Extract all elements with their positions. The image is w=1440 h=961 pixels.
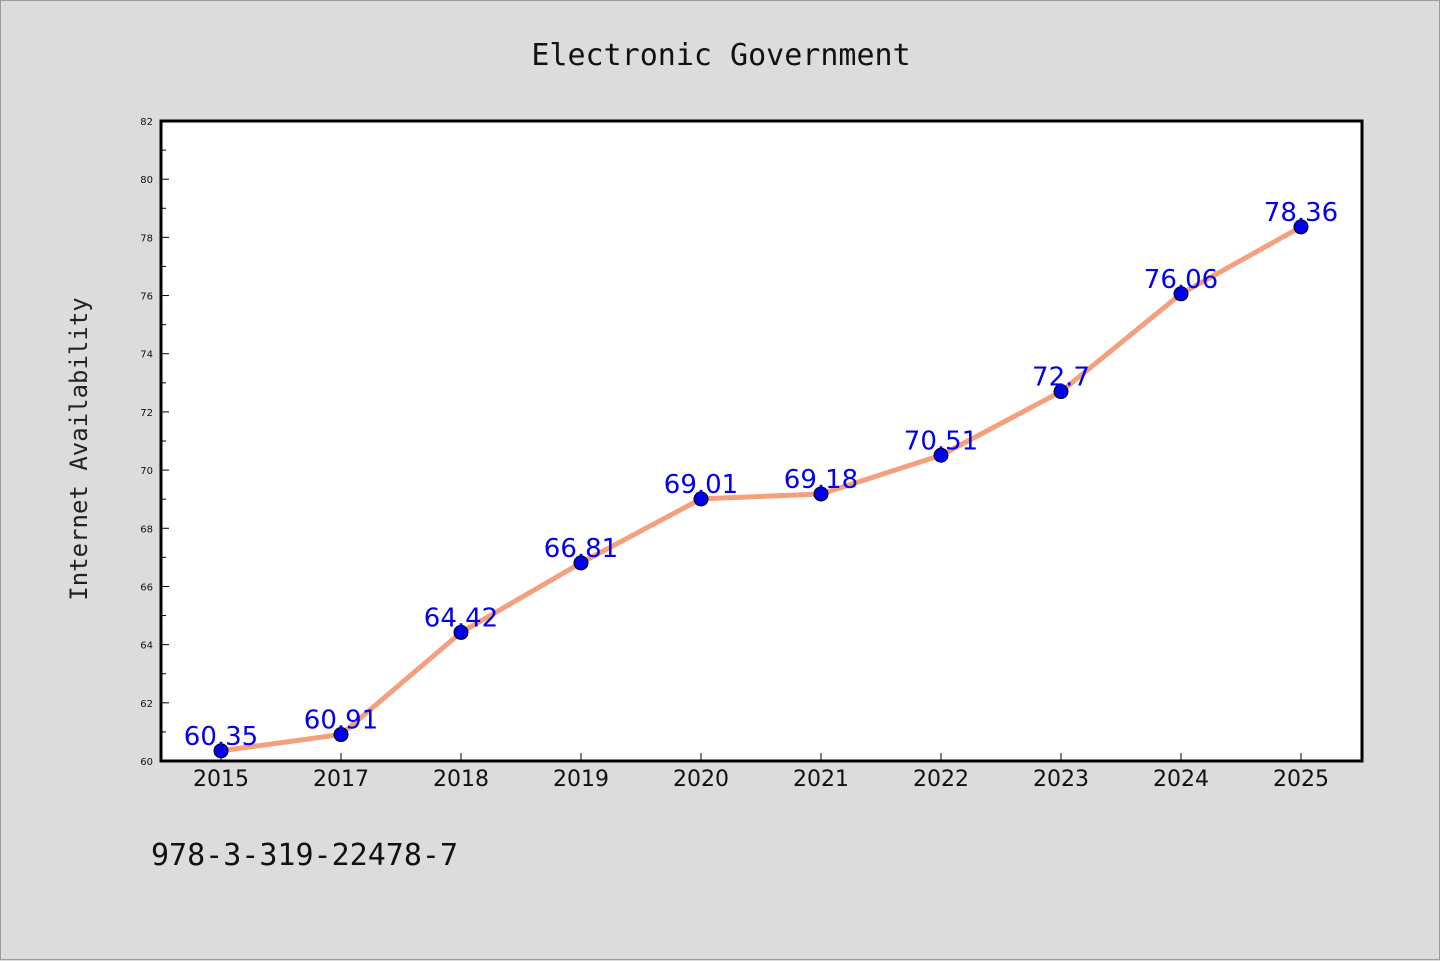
y-tick-label: 66 xyxy=(140,582,153,593)
y-tick-label: 60 xyxy=(140,757,153,768)
y-tick-label: 76 xyxy=(140,292,153,303)
series-markers xyxy=(213,219,1309,759)
series-line xyxy=(218,224,1304,754)
data-label: 69.18 xyxy=(784,465,858,495)
x-axis-ticks: 2015 2017 2018 2019 2020 2021 2022 2023 2024 2025 xyxy=(193,753,1329,792)
x-tick-label: 2024 xyxy=(1153,767,1209,792)
y-tick-label: 64 xyxy=(140,641,153,652)
y-axis-ticks: 60 62 64 66 68 70 72 74 76 78 80 82 xyxy=(140,117,169,768)
y-tick-label: 74 xyxy=(140,350,153,361)
chart-title: Electronic Government xyxy=(531,38,910,73)
data-label: 78.36 xyxy=(1264,198,1338,228)
data-point xyxy=(693,491,709,507)
y-axis-label: Internet Availability xyxy=(65,297,93,600)
data-label: 70.51 xyxy=(904,426,978,456)
plot-area xyxy=(159,119,1364,763)
series-line-group xyxy=(218,224,1304,754)
x-tick-label: 2021 xyxy=(793,767,849,792)
data-point xyxy=(573,555,589,571)
data-point xyxy=(333,727,349,743)
data-label: 66.81 xyxy=(544,534,618,564)
x-tick-label: 2018 xyxy=(433,767,489,792)
data-point xyxy=(1053,384,1069,400)
data-label: 64.42 xyxy=(424,603,498,633)
y-tick-label: 70 xyxy=(140,466,153,477)
data-point xyxy=(1173,286,1189,302)
data-label: 69.01 xyxy=(664,470,738,500)
data-point xyxy=(1293,219,1309,235)
y-tick-label: 80 xyxy=(140,175,153,186)
x-tick-label: 2019 xyxy=(553,767,609,792)
data-point xyxy=(453,624,469,640)
data-point xyxy=(933,447,949,463)
y-tick-label: 62 xyxy=(140,699,153,710)
data-label: 72.7 xyxy=(1032,363,1090,393)
x-tick-label: 2022 xyxy=(913,767,969,792)
y-tick-label: 72 xyxy=(140,408,153,419)
x-tick-label: 2015 xyxy=(193,767,249,792)
data-label: 60.91 xyxy=(304,706,378,736)
isbn-footer: 978-3-319-22478-7 xyxy=(151,838,458,873)
y-tick-label: 68 xyxy=(140,524,153,535)
data-point xyxy=(213,743,229,759)
x-tick-label: 2017 xyxy=(313,767,369,792)
data-point xyxy=(813,486,829,502)
data-label: 60.35 xyxy=(184,722,258,752)
y-tick-label: 78 xyxy=(140,233,153,244)
data-label: 76.06 xyxy=(1144,265,1218,295)
x-tick-label: 2025 xyxy=(1273,767,1329,792)
data-labels: 60.35 60.91 64.42 66.81 69.01 69.18 70.51 72.7 7… xyxy=(184,198,1338,752)
x-tick-label: 2023 xyxy=(1033,767,1089,792)
y-tick-label: 82 xyxy=(140,117,153,128)
x-tick-label: 2020 xyxy=(673,767,729,792)
